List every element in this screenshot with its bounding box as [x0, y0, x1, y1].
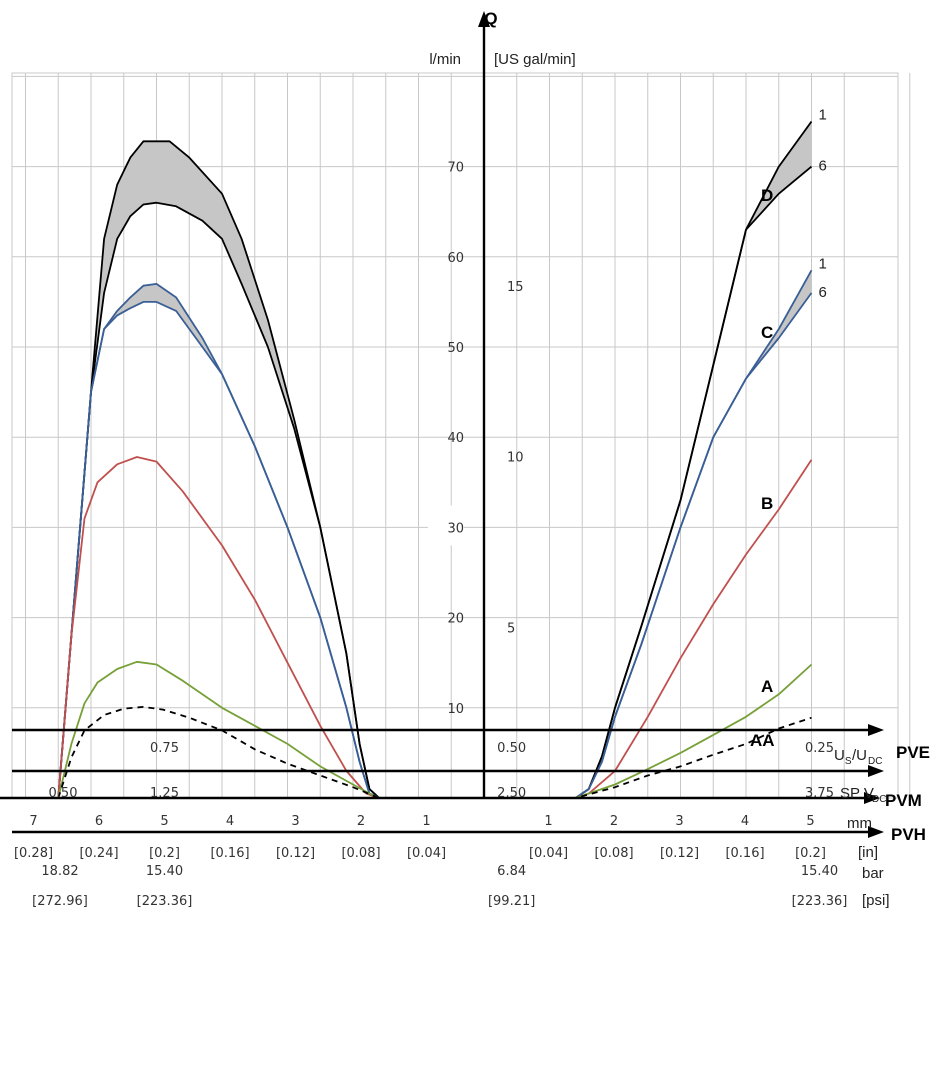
- pvh-unit-bar: bar: [862, 865, 884, 882]
- x-tick-label-mm: 4: [741, 814, 749, 829]
- x-axis-unit-mm: mm: [847, 815, 872, 832]
- x-tick-label-in: [0.16]: [725, 846, 764, 861]
- x-tick-label-in: [0.04]: [529, 846, 568, 861]
- y-tick-label-gpm: 5: [507, 621, 515, 636]
- x-tick-label-mm: 5: [806, 814, 814, 829]
- sp-axis-label: SP V: [840, 785, 874, 802]
- pve-tick-label: 0.50: [497, 741, 526, 756]
- pvh-tick-label-psi: [99.21]: [488, 894, 535, 909]
- y-axis-arrow: [478, 11, 490, 27]
- sp-tick-label: 3.75: [805, 786, 834, 801]
- series-end-label: 6: [819, 158, 827, 175]
- sp-tick-label: 2.50: [497, 786, 526, 801]
- pvh-axis-title: PVH: [891, 825, 926, 844]
- x-tick-label-in: [0.2]: [795, 846, 826, 861]
- series-label-aa: AA: [750, 731, 775, 750]
- y-tick-label-lpm: 70: [447, 161, 464, 176]
- x-tick-label-in: [0.16]: [210, 846, 249, 861]
- pvh-tick-label-bar: 15.40: [801, 864, 838, 879]
- series-label-b: B: [761, 494, 773, 513]
- pve-axis-label: US: [834, 747, 852, 767]
- series-aa-line: [57, 706, 812, 799]
- x-tick-label-mm: 2: [357, 814, 365, 829]
- x-tick-label-in: [0.08]: [341, 846, 380, 861]
- pvh-unit-psi: [psi]: [862, 892, 890, 909]
- pvh-tick-label-bar: 6.84: [497, 864, 526, 879]
- series-label-c: C: [761, 323, 773, 342]
- x-tick-label-mm: 1: [544, 814, 552, 829]
- x-tick-label-in: [0.12]: [660, 846, 699, 861]
- pve-tick-label: 0.75: [150, 741, 179, 756]
- pve-axis-arrow: [868, 724, 884, 736]
- x-tick-label-in: [0.08]: [594, 846, 633, 861]
- x-axis-title: PVM: [885, 791, 922, 810]
- series-label-d: D: [761, 186, 773, 205]
- pvh-tick-label-psi: [272.96]: [32, 894, 88, 909]
- sp-axis-arrow: [868, 765, 884, 777]
- series-label-a: A: [761, 677, 773, 696]
- x-tick-label-in: [0.24]: [79, 846, 118, 861]
- y-tick-label-lpm: 40: [447, 431, 464, 446]
- pvh-tick-label-bar: 18.82: [41, 864, 78, 879]
- series-d-upper-line: [57, 120, 813, 799]
- y-tick-label-lpm: 20: [447, 612, 464, 627]
- pve-axis-label-sep: /U: [852, 747, 867, 764]
- y-tick-label-lpm: 50: [447, 341, 464, 356]
- series-end-label: 6: [819, 284, 827, 301]
- x-tick-label-mm: 5: [160, 814, 168, 829]
- series-end-label: 1: [819, 255, 827, 272]
- pve-axis-title: PVE: [896, 743, 930, 762]
- y-tick-label-gpm: 15: [507, 280, 524, 295]
- x-tick-label-mm: 2: [610, 814, 618, 829]
- x-tick-label-mm: 1: [422, 814, 430, 829]
- series-d-lower-line: [57, 165, 813, 799]
- sp-tick-label: 1.25: [150, 786, 179, 801]
- y-axis-title: Q: [484, 9, 497, 28]
- pvh-tick-label-psi: [223.36]: [792, 894, 848, 909]
- series-end-label: 1: [819, 107, 827, 124]
- x-tick-label-in: [0.12]: [276, 846, 315, 861]
- x-tick-label-mm: 4: [226, 814, 234, 829]
- x-tick-label-mm: 3: [675, 814, 683, 829]
- pvh-tick-label-psi: [223.36]: [137, 894, 193, 909]
- series-c-lower-line: [57, 292, 813, 799]
- tick-label-bg: [428, 505, 464, 546]
- sp-tick-label: 0.50: [49, 786, 78, 801]
- x-tick-label-in: [0.2]: [149, 846, 180, 861]
- pve-tick-label: 0.25: [805, 741, 834, 756]
- x-tick-label-in: [0.28]: [14, 846, 53, 861]
- y-tick-label-lpm: 60: [447, 251, 464, 266]
- x-tick-label-in: [0.04]: [407, 846, 446, 861]
- sp-axis-label-sub: DC: [872, 794, 886, 805]
- x-axis-unit-in: [in]: [858, 844, 878, 861]
- y-axis-unit-gpm: [US gal/min]: [494, 51, 576, 68]
- series-lines: [57, 120, 813, 799]
- axes: [0, 11, 884, 838]
- series-a-line: [57, 660, 813, 799]
- pvh-tick-label-bar: 15.40: [146, 864, 183, 879]
- pvh-axis-arrow: [868, 826, 884, 838]
- series-d-band: [58, 121, 812, 798]
- y-tick-label-gpm: 10: [507, 451, 524, 466]
- series-bands: [58, 121, 812, 798]
- y-axis-unit-lpm: l/min: [429, 51, 461, 68]
- x-tick-label-mm: 6: [95, 814, 103, 829]
- y-tick-label-lpm: 10: [447, 702, 464, 717]
- pve-axis-label-sub: DC: [868, 756, 882, 767]
- x-tick-label-mm: 7: [29, 814, 37, 829]
- x-axis-arrow: [864, 792, 880, 804]
- x-tick-label-mm: 3: [291, 814, 299, 829]
- y-tick-label-lpm: 30: [447, 521, 464, 536]
